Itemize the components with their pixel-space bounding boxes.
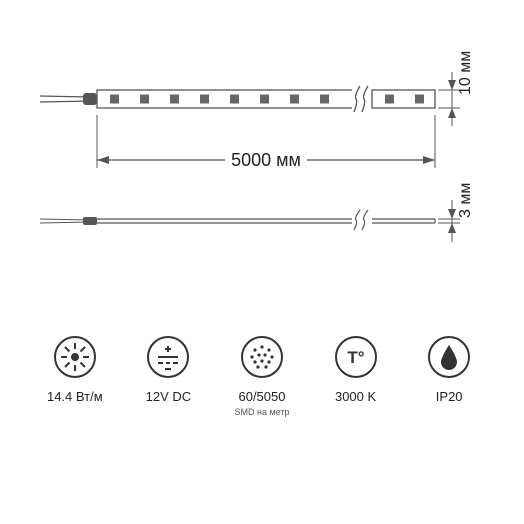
spec-led-density: 60/5050 SMD на метр bbox=[217, 335, 307, 417]
length-value: 5000 мм bbox=[231, 150, 301, 170]
temp-icon: T° bbox=[334, 335, 378, 379]
top-width-value: 10 мм bbox=[457, 51, 474, 95]
bottom-width-value: 3 мм bbox=[457, 183, 474, 218]
dimension-diagram: 10 мм 5000 мм 3 мм bbox=[0, 0, 524, 300]
dc-icon bbox=[146, 335, 190, 379]
spec-row: 14.4 Вт/м 12V DC bbox=[0, 335, 524, 417]
spec-ip-label: IP20 bbox=[436, 389, 463, 405]
spec-voltage-label: 12V DC bbox=[146, 389, 192, 405]
spec-density-label: 60/5050 bbox=[238, 389, 285, 405]
spec-power: 14.4 Вт/м bbox=[30, 335, 120, 405]
dots-icon bbox=[240, 335, 284, 379]
spec-ip-rating: IP20 bbox=[404, 335, 494, 405]
drop-icon bbox=[427, 335, 471, 379]
spec-color-temp: T° 3000 K bbox=[311, 335, 401, 405]
brightness-icon bbox=[53, 335, 97, 379]
spec-voltage: 12V DC bbox=[123, 335, 213, 405]
spec-density-sublabel: SMD на метр bbox=[234, 407, 289, 417]
svg-text:T°: T° bbox=[347, 348, 364, 367]
spec-temp-label: 3000 K bbox=[335, 389, 376, 405]
canvas: 10 мм 5000 мм 3 мм bbox=[0, 0, 524, 524]
spec-power-label: 14.4 Вт/м bbox=[47, 389, 103, 405]
